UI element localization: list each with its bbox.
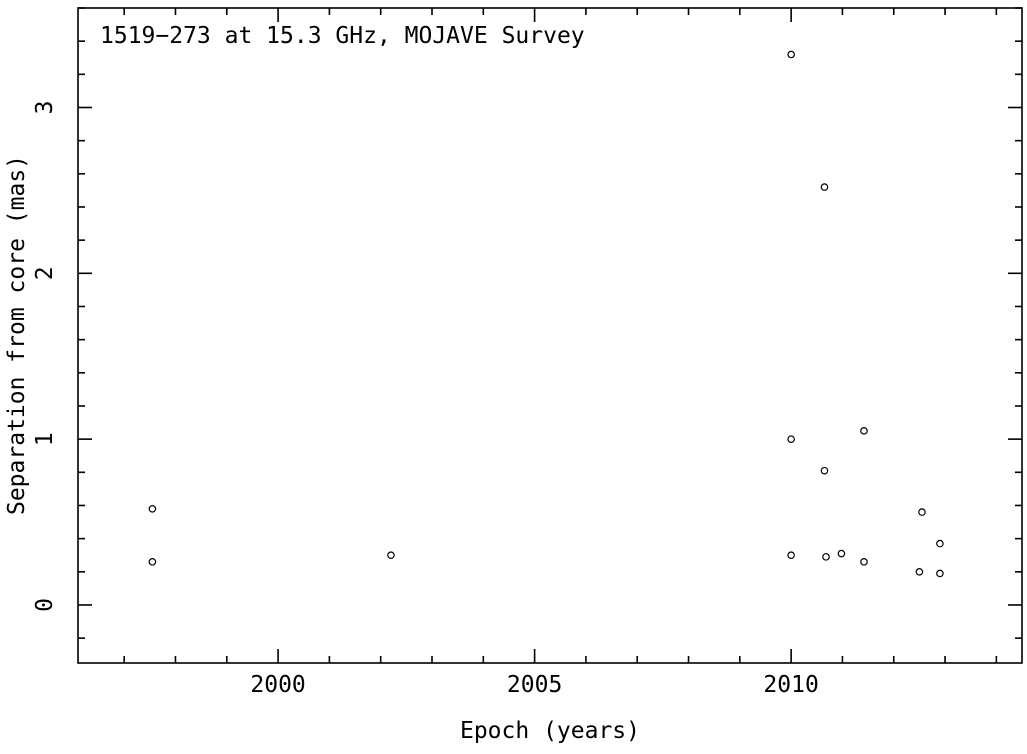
x-tick-label: 2000 [250, 672, 305, 698]
data-point [820, 183, 829, 191]
plot-title: 1519−273 at 15.3 GHz, MOJAVE Survey [100, 23, 585, 49]
data-point [918, 508, 926, 516]
data-point [860, 427, 868, 435]
data-point [822, 553, 830, 561]
axis-ticks [78, 7, 1022, 663]
data-point [936, 569, 944, 578]
x-axis-label: Epoch (years) [460, 718, 640, 744]
y-tick-label: 3 [32, 101, 58, 115]
x-tick-label: 2010 [763, 672, 818, 698]
data-point [148, 504, 157, 513]
y-tick-label: 0 [32, 598, 58, 612]
data-point [915, 567, 924, 576]
y-tick-label: 1 [32, 432, 58, 446]
y-axis-label: Separation from core (mas) [4, 155, 30, 515]
data-point [387, 551, 395, 560]
data-point [820, 466, 829, 475]
data-point [787, 50, 795, 59]
data-point [148, 558, 157, 566]
x-tick-label: 2005 [507, 672, 562, 698]
data-point [936, 539, 944, 548]
data-point [860, 558, 868, 566]
data-point [787, 551, 795, 560]
axis-tick-labels: 2000 2005 2010 0 1 2 3 [32, 101, 819, 698]
plot-frame [77, 7, 1023, 664]
data-point [787, 435, 795, 443]
y-tick-label: 2 [32, 266, 58, 280]
data-point [837, 549, 846, 558]
data-points [148, 50, 944, 578]
